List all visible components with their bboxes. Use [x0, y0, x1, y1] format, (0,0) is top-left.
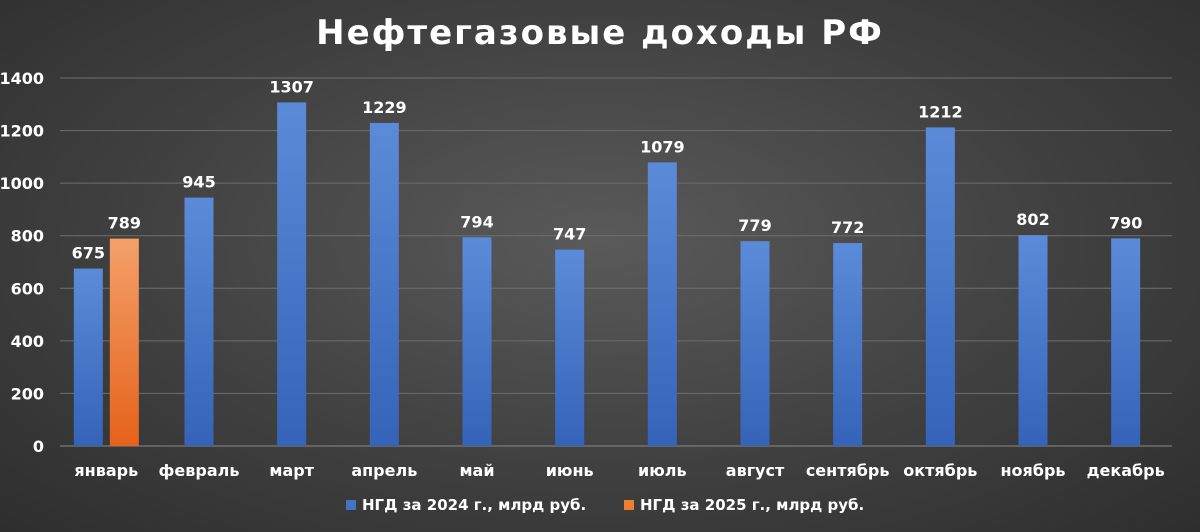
- data-label: 1212: [918, 102, 963, 121]
- y-tick-label: 0: [33, 437, 44, 456]
- data-label: 779: [738, 216, 771, 235]
- bar-2024: [1018, 235, 1048, 446]
- x-tick-label: февраль: [159, 461, 240, 480]
- bar-2024: [925, 127, 955, 446]
- bars: [73, 102, 1141, 447]
- x-tick-label: август: [726, 461, 785, 480]
- data-label: 675: [72, 244, 105, 263]
- x-tick-label: декабрь: [1087, 461, 1165, 480]
- y-tick-label: 1200: [0, 122, 44, 141]
- bar-2024: [647, 162, 677, 446]
- bar-2024: [277, 102, 307, 447]
- y-tick-label: 200: [11, 384, 44, 403]
- x-axis-ticks: январь февраль март апрель май июнь июль август…: [74, 461, 1164, 480]
- data-label: 794: [460, 212, 493, 231]
- x-tick-label: сентябрь: [806, 461, 890, 480]
- y-tick-label: 1000: [0, 174, 44, 193]
- bar-2024: [369, 122, 399, 446]
- legend: НГД за 2024 г., млрд руб. НГД за 2025 г.,…: [346, 496, 864, 514]
- x-tick-label: июль: [638, 461, 687, 480]
- bar-2024: [555, 249, 585, 446]
- legend-entry: НГД за 2024 г., млрд руб.: [362, 496, 586, 514]
- y-tick-label: 600: [11, 279, 44, 298]
- y-tick-label: 1400: [0, 69, 44, 88]
- y-axis-ticks: 0 200 400 600 800 1000 1200 1400: [0, 69, 44, 456]
- data-label: 802: [1016, 210, 1049, 229]
- bar-2024: [184, 197, 214, 446]
- bar-2024: [1111, 238, 1141, 446]
- x-tick-label: апрель: [351, 461, 417, 480]
- x-tick-label: март: [269, 461, 314, 480]
- bar-2024: [73, 268, 103, 446]
- data-label: 772: [831, 218, 864, 237]
- y-tick-label: 800: [11, 227, 44, 246]
- x-tick-label: октябрь: [903, 461, 977, 480]
- bar-2025: [109, 238, 139, 446]
- data-label: 789: [108, 214, 141, 233]
- bar-2024: [740, 241, 770, 446]
- data-label: 945: [182, 173, 215, 192]
- x-tick-label: май: [459, 461, 494, 480]
- y-tick-label: 400: [11, 332, 44, 351]
- data-label: 1079: [640, 137, 685, 156]
- data-label: 790: [1109, 213, 1142, 232]
- gridlines: [60, 77, 1172, 447]
- data-label: 1307: [269, 77, 314, 96]
- data-label: 1229: [362, 98, 407, 117]
- x-tick-label: ноябрь: [1000, 461, 1065, 480]
- data-label: 747: [553, 225, 586, 244]
- legend-swatch: [346, 500, 356, 510]
- bar-2024: [462, 237, 492, 446]
- bar-2024: [833, 243, 863, 446]
- chart-title: Нефтегазовые доходы РФ: [316, 13, 884, 53]
- legend-swatch: [624, 500, 634, 510]
- legend-entry: НГД за 2025 г., млрд руб.: [640, 496, 864, 514]
- x-tick-label: июнь: [546, 461, 594, 480]
- x-tick-label: январь: [74, 461, 138, 480]
